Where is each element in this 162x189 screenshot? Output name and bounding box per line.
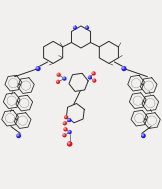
Circle shape bbox=[68, 142, 70, 144]
Circle shape bbox=[67, 118, 71, 122]
Circle shape bbox=[92, 72, 94, 74]
Circle shape bbox=[36, 67, 38, 69]
Circle shape bbox=[88, 75, 92, 80]
Circle shape bbox=[68, 119, 69, 120]
Circle shape bbox=[92, 71, 96, 76]
Circle shape bbox=[63, 127, 68, 131]
Circle shape bbox=[122, 67, 124, 69]
Circle shape bbox=[93, 79, 94, 81]
Circle shape bbox=[92, 78, 96, 83]
Circle shape bbox=[64, 122, 65, 123]
Circle shape bbox=[64, 115, 68, 119]
Circle shape bbox=[62, 133, 67, 137]
Circle shape bbox=[57, 73, 59, 75]
Circle shape bbox=[89, 76, 90, 78]
Circle shape bbox=[57, 73, 61, 77]
Circle shape bbox=[56, 80, 60, 84]
Circle shape bbox=[65, 116, 66, 117]
Circle shape bbox=[17, 134, 19, 136]
Circle shape bbox=[141, 133, 146, 138]
Circle shape bbox=[86, 26, 87, 28]
Circle shape bbox=[63, 77, 65, 79]
Circle shape bbox=[73, 26, 77, 30]
Circle shape bbox=[16, 133, 21, 138]
Circle shape bbox=[63, 121, 67, 125]
Circle shape bbox=[35, 66, 41, 71]
Circle shape bbox=[85, 26, 89, 30]
Circle shape bbox=[57, 81, 58, 82]
Circle shape bbox=[74, 26, 75, 28]
Circle shape bbox=[63, 134, 65, 136]
Circle shape bbox=[142, 134, 144, 136]
Circle shape bbox=[64, 128, 66, 129]
Circle shape bbox=[67, 141, 72, 147]
Circle shape bbox=[121, 66, 127, 71]
Circle shape bbox=[62, 77, 67, 81]
Circle shape bbox=[68, 131, 70, 132]
Circle shape bbox=[68, 130, 72, 134]
